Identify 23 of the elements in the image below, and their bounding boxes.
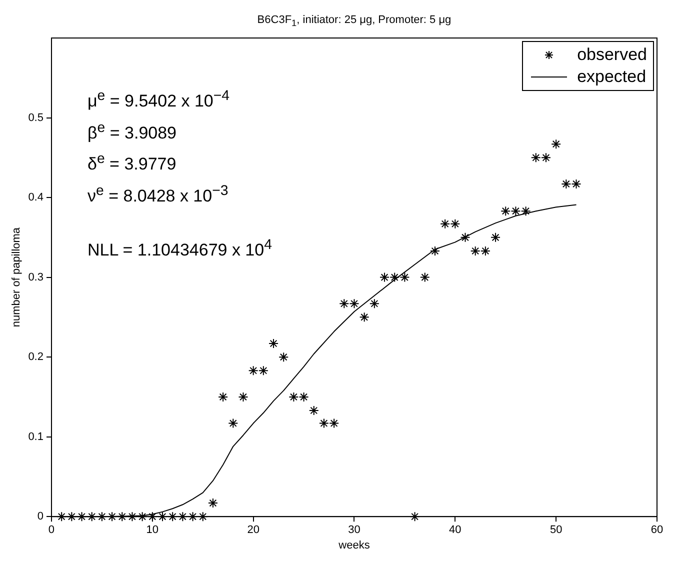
y-tick-label: 0.4 [28, 192, 44, 204]
x-tick-label: 40 [449, 524, 462, 536]
x-axis-title: weeks [338, 539, 370, 552]
x-tick-label: 50 [550, 524, 562, 536]
x-tick-label: 60 [650, 524, 664, 536]
y-tick-label: 0.5 [28, 112, 44, 124]
annotation: ν$^{e}$ = 8.0428 x 10$^{−3}$ [87, 182, 230, 208]
legend-label: expected [577, 66, 646, 88]
x-tick-label: 10 [146, 524, 159, 536]
y-tick-label: 0.1 [28, 430, 44, 443]
annotation: μ$^{e}$ = 9.5402 x 10$^{−4}$ [87, 87, 231, 113]
y-tick-label: 0.3 [28, 271, 44, 284]
y-tick-label: 0 [37, 510, 44, 523]
y-axis-title: number of papilloma [10, 226, 23, 328]
annotation: β$^{e}$ = 3.9089 [87, 118, 178, 144]
x-tick-label: 30 [348, 524, 360, 536]
annotation: NLL = 1.10434679 x 10$^{4}$ [87, 236, 272, 262]
annotation: δ$^{e}$ = 3.9779 [87, 150, 178, 176]
y-tick-label: 0.2 [28, 351, 44, 364]
x-tick-label: 0 [48, 524, 55, 536]
legend-label: observed [577, 44, 647, 66]
chart-title: B6C3F$_{1}$, initiator: 25 μg, Promoter: 5 μg [256, 14, 452, 28]
x-tick-label: 20 [247, 524, 260, 536]
